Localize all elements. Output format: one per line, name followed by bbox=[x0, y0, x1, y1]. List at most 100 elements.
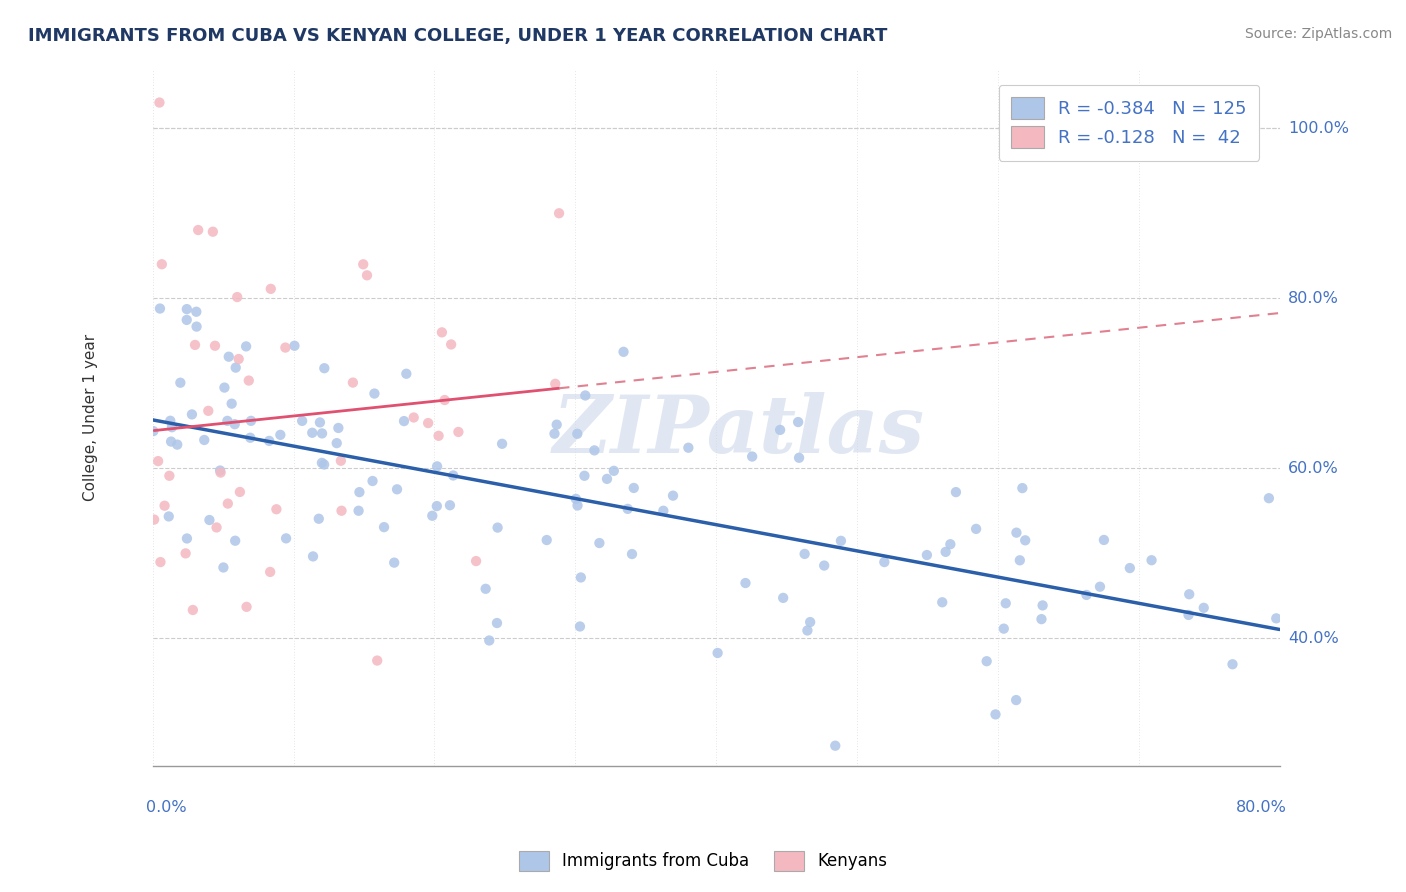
Point bbox=[965, 522, 987, 536]
Point bbox=[1005, 525, 1028, 540]
Point bbox=[418, 416, 440, 430]
Point bbox=[157, 468, 180, 483]
Point bbox=[204, 339, 226, 353]
Point bbox=[186, 304, 208, 318]
Point bbox=[447, 425, 470, 439]
Point bbox=[176, 532, 198, 546]
Text: College, Under 1 year: College, Under 1 year bbox=[83, 334, 98, 500]
Point bbox=[235, 599, 257, 614]
Point bbox=[1265, 611, 1288, 625]
Point bbox=[235, 339, 257, 353]
Point bbox=[366, 654, 388, 668]
Point bbox=[159, 414, 181, 428]
Point bbox=[567, 499, 589, 513]
Point bbox=[291, 414, 314, 428]
Text: 80.0%: 80.0% bbox=[1236, 800, 1286, 815]
Point bbox=[787, 415, 810, 429]
Point bbox=[217, 497, 239, 511]
Point bbox=[734, 576, 756, 591]
Point bbox=[616, 501, 638, 516]
Point bbox=[772, 591, 794, 605]
Point bbox=[824, 739, 846, 753]
Point bbox=[184, 338, 207, 352]
Point bbox=[186, 319, 208, 334]
Point bbox=[1032, 599, 1054, 613]
Text: 0.0%: 0.0% bbox=[146, 800, 187, 815]
Point bbox=[1088, 580, 1111, 594]
Point bbox=[274, 341, 297, 355]
Point bbox=[478, 633, 501, 648]
Point bbox=[976, 654, 998, 668]
Point bbox=[240, 414, 263, 428]
Point bbox=[465, 554, 488, 568]
Point bbox=[225, 360, 247, 375]
Point bbox=[569, 570, 592, 584]
Point bbox=[678, 441, 700, 455]
Point bbox=[993, 622, 1015, 636]
Point bbox=[662, 489, 685, 503]
Point bbox=[544, 376, 567, 391]
Point bbox=[568, 619, 591, 633]
Point bbox=[769, 423, 792, 437]
Point bbox=[426, 499, 449, 513]
Point bbox=[205, 520, 228, 534]
Point bbox=[474, 582, 496, 596]
Point bbox=[1178, 587, 1201, 601]
Point bbox=[596, 472, 619, 486]
Text: 100.0%: 100.0% bbox=[1288, 120, 1350, 136]
Point bbox=[221, 397, 243, 411]
Point bbox=[181, 408, 204, 422]
Point bbox=[536, 533, 558, 547]
Point bbox=[309, 416, 332, 430]
Point bbox=[548, 206, 571, 220]
Point bbox=[260, 282, 283, 296]
Point bbox=[427, 429, 450, 443]
Point bbox=[314, 458, 336, 472]
Point bbox=[385, 483, 408, 497]
Point bbox=[174, 546, 197, 560]
Point bbox=[588, 536, 610, 550]
Point bbox=[603, 464, 626, 478]
Point bbox=[150, 257, 173, 271]
Point bbox=[1014, 533, 1036, 548]
Point bbox=[330, 504, 353, 518]
Point bbox=[441, 468, 464, 483]
Point bbox=[311, 456, 333, 470]
Point bbox=[349, 485, 371, 500]
Point bbox=[1222, 657, 1244, 672]
Point bbox=[311, 426, 333, 441]
Point bbox=[1076, 588, 1098, 602]
Point bbox=[543, 426, 565, 441]
Point bbox=[352, 257, 374, 271]
Point bbox=[218, 350, 240, 364]
Point bbox=[363, 386, 385, 401]
Legend: R = -0.384   N = 125, R = -0.128   N =  42: R = -0.384 N = 125, R = -0.128 N = 42 bbox=[998, 85, 1260, 161]
Point bbox=[176, 302, 198, 317]
Point bbox=[157, 509, 180, 524]
Point bbox=[187, 223, 209, 237]
Point bbox=[257, 434, 280, 448]
Point bbox=[574, 388, 596, 402]
Point bbox=[565, 491, 588, 506]
Point bbox=[994, 596, 1017, 610]
Point bbox=[239, 431, 262, 445]
Point bbox=[546, 417, 568, 432]
Point bbox=[214, 381, 236, 395]
Point bbox=[612, 344, 634, 359]
Point bbox=[623, 481, 645, 495]
Point bbox=[149, 555, 172, 569]
Point bbox=[652, 504, 675, 518]
Point bbox=[873, 555, 896, 569]
Point bbox=[226, 290, 249, 304]
Point bbox=[799, 615, 821, 629]
Text: 40.0%: 40.0% bbox=[1288, 631, 1339, 646]
Point bbox=[440, 337, 463, 351]
Point bbox=[485, 615, 508, 630]
Point bbox=[567, 426, 589, 441]
Point bbox=[574, 468, 596, 483]
Point bbox=[160, 434, 183, 449]
Text: 60.0%: 60.0% bbox=[1288, 461, 1339, 475]
Point bbox=[160, 420, 183, 434]
Text: ZIPatlas: ZIPatlas bbox=[553, 392, 925, 470]
Point bbox=[329, 454, 352, 468]
